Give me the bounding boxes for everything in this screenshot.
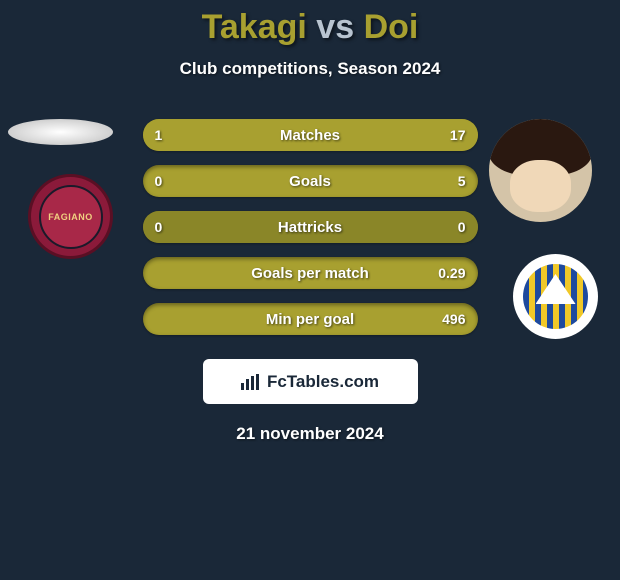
stat-value-left: 0 bbox=[155, 219, 163, 235]
player2-avatar bbox=[489, 119, 592, 222]
player2-club-badge bbox=[513, 254, 598, 339]
player2-name: Doi bbox=[364, 8, 419, 46]
bar-chart-icon bbox=[241, 374, 261, 390]
vs-text: vs bbox=[316, 8, 354, 46]
stat-value-left: 0 bbox=[155, 173, 163, 189]
date-text: 21 november 2024 bbox=[0, 424, 620, 444]
stat-bar: 1 Matches 17 bbox=[143, 119, 478, 151]
brand-text: FcTables.com bbox=[267, 372, 379, 392]
stat-label: Goals per match bbox=[251, 265, 369, 282]
stat-bar: Min per goal 496 bbox=[143, 303, 478, 335]
stat-value-left: 1 bbox=[155, 127, 163, 143]
player1-club-name: FAGIANO bbox=[48, 212, 93, 222]
stat-bar: Goals per match 0.29 bbox=[143, 257, 478, 289]
main-area: FAGIANO 1 Matches 17 0 Goals 5 0 Hattricks 0 Goal… bbox=[0, 119, 620, 444]
stat-value-right: 496 bbox=[442, 311, 465, 327]
stat-label: Min per goal bbox=[266, 311, 354, 328]
stat-label: Goals bbox=[289, 173, 331, 190]
stat-value-right: 0.29 bbox=[438, 265, 465, 281]
stat-bar: 0 Hattricks 0 bbox=[143, 211, 478, 243]
stat-value-right: 0 bbox=[458, 219, 466, 235]
page-title: Takagi vs Doi bbox=[0, 8, 620, 47]
player1-avatar bbox=[8, 119, 113, 145]
comparison-card: Takagi vs Doi Club competitions, Season … bbox=[0, 0, 620, 444]
player1-name: Takagi bbox=[202, 8, 307, 46]
stat-value-right: 5 bbox=[458, 173, 466, 189]
subtitle: Club competitions, Season 2024 bbox=[0, 59, 620, 79]
player1-club-badge: FAGIANO bbox=[28, 174, 113, 259]
brand-box: FcTables.com bbox=[203, 359, 418, 404]
stat-value-right: 17 bbox=[450, 127, 466, 143]
stat-label: Hattricks bbox=[278, 219, 342, 236]
stat-bar: 0 Goals 5 bbox=[143, 165, 478, 197]
stat-label: Matches bbox=[280, 127, 340, 144]
stats-column: 1 Matches 17 0 Goals 5 0 Hattricks 0 Goals per ma… bbox=[143, 119, 478, 335]
